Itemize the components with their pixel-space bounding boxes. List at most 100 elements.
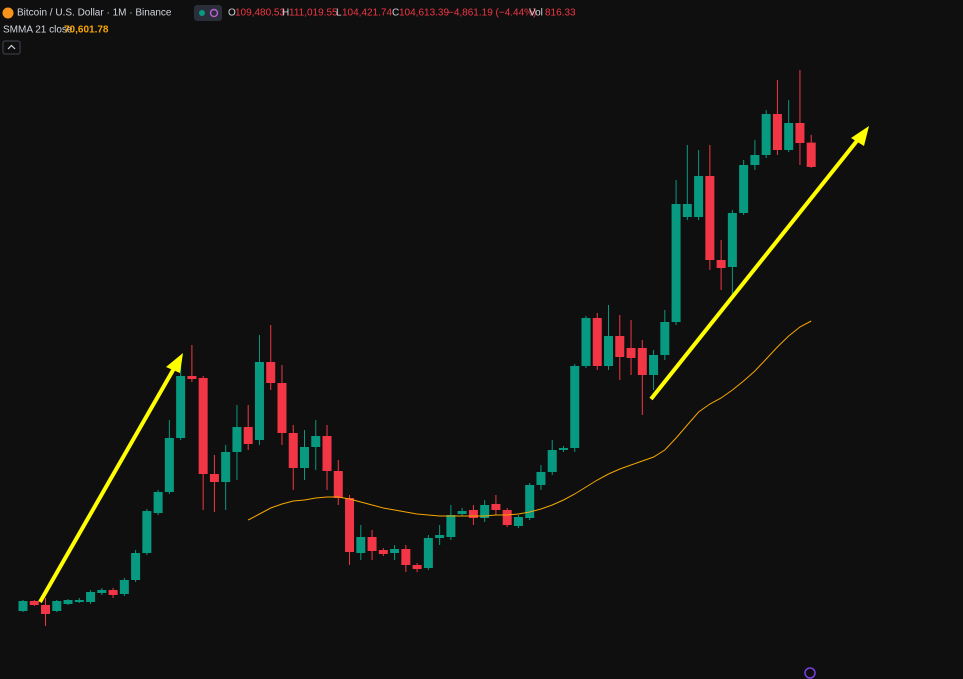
arrow-head — [851, 126, 869, 146]
candle-body — [592, 318, 602, 366]
candle-body — [300, 447, 309, 468]
candle-body — [772, 114, 782, 150]
arrow-head — [166, 353, 183, 373]
candle-body — [108, 590, 118, 595]
volume-value: 816.33 — [545, 8, 576, 19]
candle-body — [435, 535, 445, 538]
candle-body — [176, 376, 186, 438]
header: Bitcoin / U.S. Dollar · 1M · Binance O 1… — [2, 5, 576, 55]
candle-body — [446, 515, 456, 537]
candle-body — [716, 260, 726, 268]
candle-body — [243, 427, 253, 444]
candle-body — [254, 362, 264, 440]
candle-body — [390, 549, 400, 553]
candle-body — [232, 427, 242, 452]
high-value: 111,019.55 — [289, 8, 338, 19]
coin-icon — [2, 7, 14, 19]
share-icon — [209, 8, 219, 18]
symbol-title: Bitcoin / U.S. Dollar · 1M · Binance — [17, 8, 172, 19]
plot-area — [18, 70, 816, 626]
indicator-label: SMMA 21 close — [3, 25, 73, 36]
arrow-line — [38, 364, 178, 603]
candle-body — [660, 322, 670, 355]
candle-body — [581, 318, 591, 366]
candle-body — [18, 601, 28, 611]
candle-body — [468, 510, 478, 518]
candle-body — [671, 204, 681, 322]
candle-body — [525, 485, 535, 518]
change-value: −4,861.19 (−4.44%) — [448, 8, 536, 19]
candle-body — [795, 123, 805, 143]
candle-body — [761, 114, 771, 155]
candle-body — [626, 348, 636, 358]
corner-icon[interactable] — [804, 667, 816, 679]
candle-body — [333, 471, 343, 498]
candle-body — [682, 204, 692, 217]
candle-body — [311, 436, 321, 447]
candle-body — [164, 438, 174, 492]
candle-body — [423, 538, 433, 568]
candle-body — [513, 517, 523, 526]
candle-body — [547, 450, 557, 472]
candle-body — [187, 376, 197, 379]
candle-body — [266, 362, 276, 383]
candle-body — [378, 550, 388, 554]
indicator-value: 70,601.78 — [64, 25, 109, 36]
candle-body — [119, 580, 129, 594]
candle-body — [637, 348, 647, 375]
candle-body — [750, 155, 760, 165]
candle-body — [806, 142, 816, 167]
candle-body — [345, 498, 355, 552]
close-label: C — [392, 8, 399, 19]
candle-body — [288, 433, 298, 468]
candle-body — [739, 165, 749, 213]
collapse-icon — [7, 44, 16, 50]
candle-body — [480, 505, 490, 518]
candle-body — [649, 355, 659, 375]
candle-body — [142, 511, 152, 553]
candle-body — [221, 452, 231, 482]
candle-body — [97, 590, 107, 593]
candle-body — [209, 474, 219, 482]
status-icon — [199, 10, 205, 16]
high-label: H — [282, 8, 289, 19]
candle-body — [604, 336, 614, 366]
candle-body — [41, 605, 51, 614]
candle-body — [570, 366, 580, 448]
candle-body — [63, 600, 73, 604]
candle-body — [401, 549, 411, 565]
open-label: O — [228, 8, 236, 19]
candle-body — [784, 123, 794, 150]
volume-label: Vol — [529, 8, 543, 19]
candle-body — [277, 383, 287, 433]
candle-body — [52, 601, 62, 611]
candle-body — [367, 537, 377, 551]
candle-body — [615, 336, 625, 357]
collapse-button[interactable] — [2, 40, 21, 55]
low-label: L — [336, 8, 342, 19]
candle-body — [502, 510, 512, 525]
smma-line — [247, 320, 812, 521]
candle-body — [457, 511, 467, 514]
candle-body — [356, 537, 366, 553]
candle-body — [412, 565, 422, 569]
candle-body — [705, 176, 715, 260]
candle-body — [322, 436, 332, 471]
candle-body — [491, 504, 501, 510]
candle-body — [29, 601, 39, 605]
candle-body — [536, 472, 546, 485]
close-value: 104,613.39 — [399, 8, 449, 19]
candle-body — [153, 492, 163, 513]
open-value: 109,480.53 — [235, 8, 285, 19]
candle-body — [727, 213, 737, 267]
annotations — [38, 126, 869, 603]
candle-body — [198, 378, 208, 474]
candle-body — [558, 448, 568, 450]
arrow-line — [649, 135, 862, 401]
candle-body — [694, 176, 704, 217]
candle-body — [131, 553, 141, 580]
candle-body — [74, 600, 84, 602]
